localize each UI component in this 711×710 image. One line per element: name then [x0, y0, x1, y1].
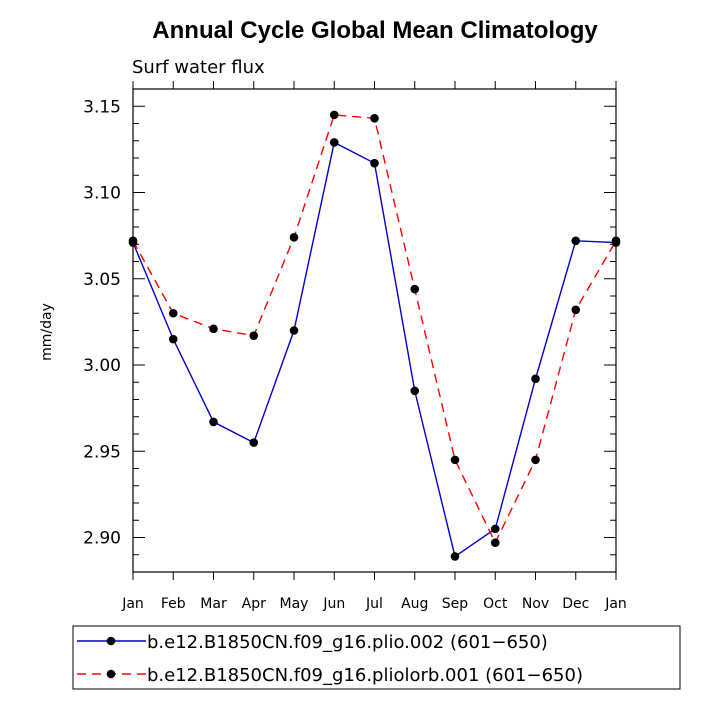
series-1-point — [249, 331, 259, 340]
series-0-point — [249, 438, 259, 447]
series-0-point — [571, 236, 581, 246]
x-tick-label: Jan — [604, 596, 627, 612]
series-1-point — [329, 110, 339, 120]
series-0-point — [168, 334, 178, 344]
series-1-point — [128, 236, 138, 246]
series-1-point — [531, 455, 540, 465]
series-0-point — [329, 138, 339, 147]
x-tick-label: Apr — [242, 596, 266, 612]
series-line-0 — [132, 141, 617, 558]
series-1-point — [490, 538, 500, 547]
series-0-point — [531, 374, 540, 384]
y-tick-label: 2.90 — [83, 529, 121, 549]
series-0-point — [450, 552, 460, 561]
chart-subtitle: Surf water flux — [132, 57, 265, 78]
series-1-point — [168, 308, 178, 318]
axes: 2.90 2.95 3.00 3.05 3.10 3.15 Jan Feb Mar Apr May J… — [83, 81, 627, 612]
legend-label-0: b.e12.B1850CN.f09_g16.plio.002 (601−650) — [147, 632, 548, 653]
legend-label-1: b.e12.B1850CN.f09_g16.pliolorb.001 (601−… — [147, 665, 583, 686]
x-tick-label: Oct — [483, 596, 508, 612]
x-tick-label: Feb — [161, 596, 186, 612]
chart-title: Annual Cycle Global Mean Climatology — [152, 17, 598, 44]
series-1-point — [410, 284, 420, 294]
x-tick-label: Nov — [522, 596, 549, 612]
y-tick-label: 2.95 — [83, 442, 121, 462]
series-1-point — [611, 236, 621, 246]
x-tick-label: Jul — [365, 596, 383, 612]
series-0-point — [490, 524, 500, 534]
legend-box — [72, 625, 681, 690]
legend: b.e12.B1850CN.f09_g16.plio.002 (601−650)… — [77, 632, 583, 686]
x-tick-label: May — [280, 596, 309, 612]
x-tick-label: Jan — [121, 596, 144, 612]
x-tick-label: Dec — [562, 596, 589, 612]
series-0-point — [289, 326, 299, 335]
series-1-point — [571, 305, 581, 315]
series-1-point — [370, 114, 379, 123]
y-tick-label: 3.00 — [83, 356, 121, 376]
series-line-1 — [132, 114, 617, 545]
series-layer — [128, 110, 621, 561]
series-0-point — [209, 417, 218, 427]
y-tick-label: 3.15 — [83, 97, 121, 117]
x-tick-label: Aug — [401, 596, 428, 612]
x-tick-label: Sep — [442, 596, 469, 612]
series-1-point — [289, 233, 299, 242]
y-tick-label: 3.10 — [83, 184, 121, 204]
series-1-point — [450, 455, 460, 465]
series-0-point — [410, 386, 420, 396]
series-0-point — [370, 158, 379, 168]
x-tick-label: Mar — [200, 596, 227, 612]
legend-marker-1 — [106, 669, 116, 679]
series-1-point — [209, 324, 218, 334]
y-tick-label: 3.05 — [83, 270, 121, 290]
y-axis-label: mm/day — [39, 303, 55, 361]
legend-marker-0 — [106, 636, 116, 646]
x-tick-label: Jun — [322, 596, 345, 612]
